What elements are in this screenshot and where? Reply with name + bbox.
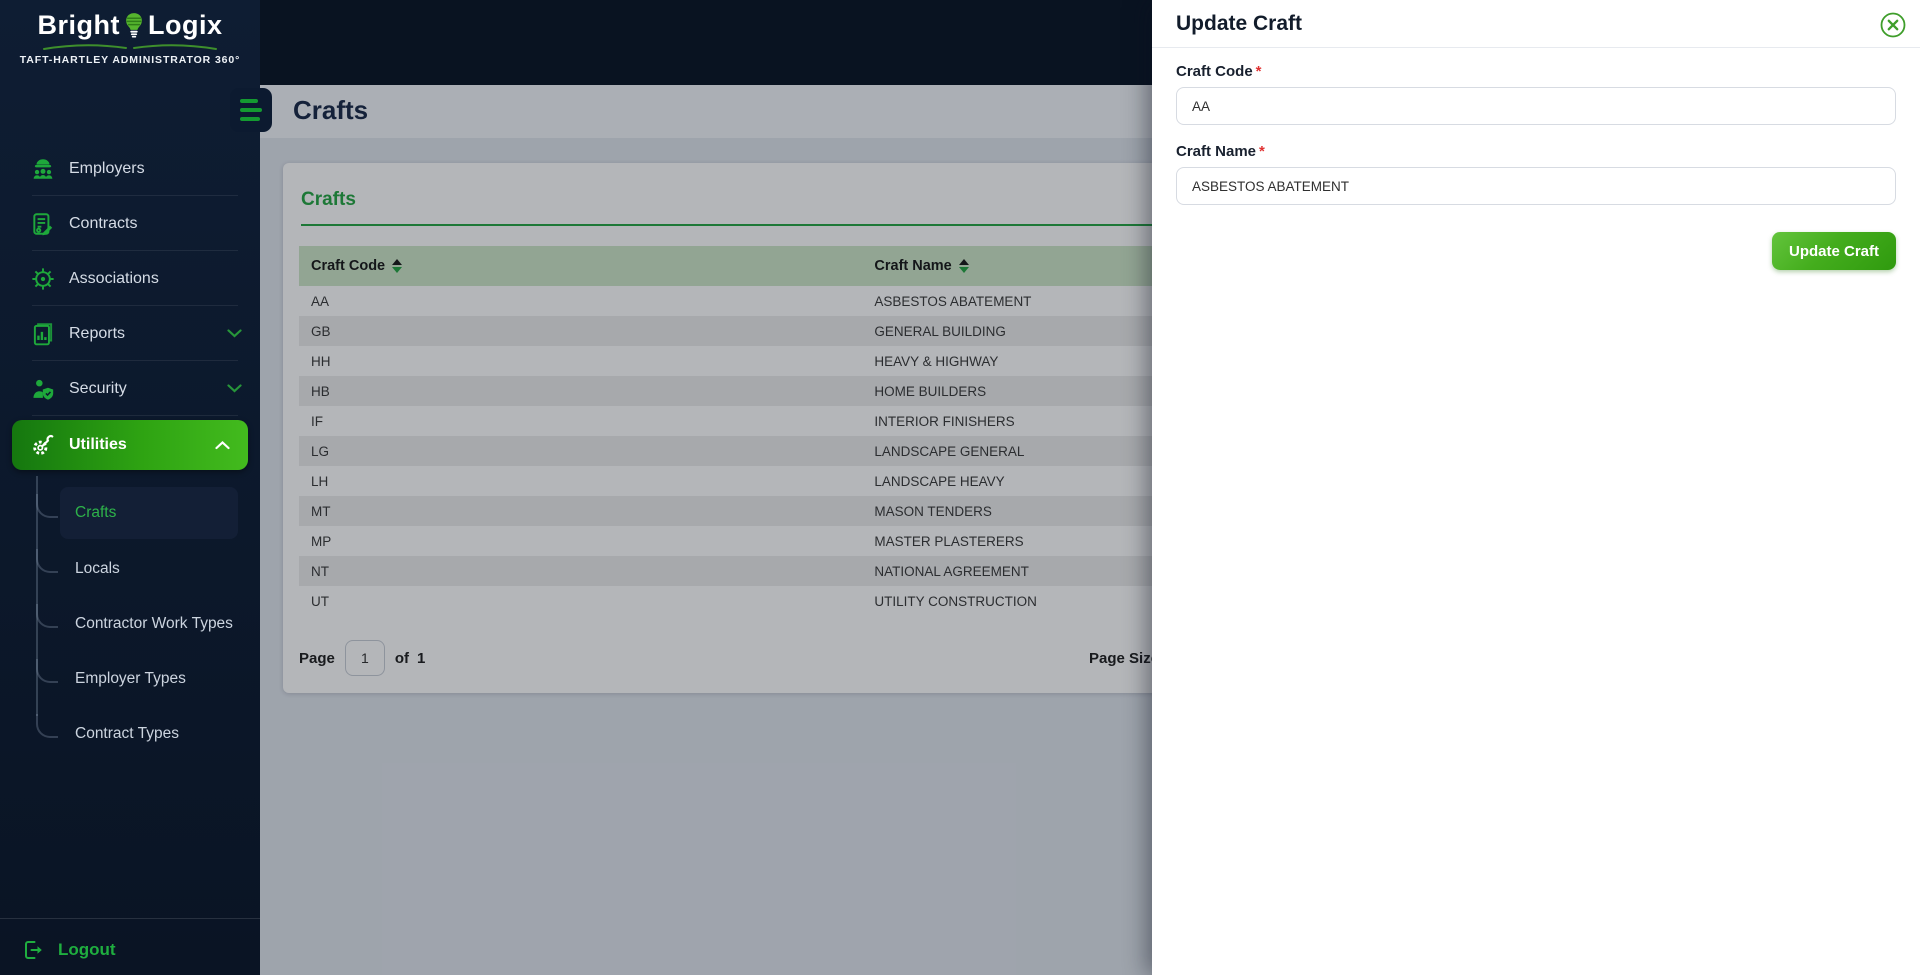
card-title: Crafts — [301, 189, 356, 210]
sidebar-footer-divider — [0, 918, 260, 919]
table-row[interactable]: LH LANDSCAPE HEAVY — [311, 473, 1005, 489]
logout-label: Logout — [58, 940, 116, 959]
page-label: Page — [299, 649, 335, 667]
logout-icon — [25, 941, 42, 959]
submenu-connector — [36, 604, 58, 628]
chevron-down-icon — [227, 384, 242, 393]
sidebar-item-security[interactable]: Security — [0, 361, 260, 416]
table-row[interactable]: HH HEAVY & HIGHWAY — [311, 353, 999, 369]
hamburger-menu-button[interactable] — [230, 88, 272, 132]
table-row[interactable]: UT UTILITY CONSTRUCTION — [311, 593, 1037, 609]
submenu-connector — [36, 494, 58, 518]
craft-name-field[interactable] — [1176, 167, 1896, 205]
craft-code-label: Craft Code * — [1176, 63, 1262, 80]
of-label: of — [394, 649, 410, 667]
required-asterisk: * — [1255, 63, 1262, 80]
chevron-up-icon — [215, 440, 230, 449]
sidebar-subitem-contractor-work-types[interactable]: Contractor Work Types — [75, 615, 233, 632]
drawer-body: Craft Code* Craft Name* Update Craft — [1152, 48, 1920, 270]
security-icon — [33, 379, 54, 400]
reports-icon — [33, 322, 53, 345]
submenu-connector — [36, 659, 58, 683]
table-row[interactable]: MP MASTER PLASTERERS — [311, 533, 1024, 549]
sidebar: Bright Logix TAFT-HARTLEY ADMINISTRATOR … — [0, 0, 260, 975]
associations-icon — [32, 267, 54, 290]
table-row[interactable]: IF INTERIOR FINISHERS — [311, 413, 1015, 429]
sidebar-item-contracts[interactable]: Contracts — [0, 196, 260, 251]
column-header-craft-code[interactable]: Craft Code — [299, 258, 862, 274]
employers-icon — [33, 158, 53, 179]
sidebar-item-utilities[interactable]: Utilities — [12, 420, 248, 470]
sidebar-item-reports[interactable]: Reports — [0, 306, 260, 361]
update-craft-drawer: Update Craft Craft Code* Craft Name* Upd… — [1152, 0, 1920, 975]
drawer-title: Update Craft — [1176, 11, 1303, 35]
chevron-down-icon — [227, 329, 242, 338]
logo-swoosh — [43, 44, 217, 50]
close-icon[interactable] — [1879, 11, 1907, 39]
lightbulb-icon — [126, 13, 142, 38]
craft-name-label: Craft Name * — [1176, 143, 1265, 160]
column-header-craft-name[interactable]: Craft Name — [862, 258, 1864, 274]
brand-name-left: Bright — [37, 10, 120, 40]
submenu-connector — [36, 549, 58, 573]
brand-logo: Bright Logix TAFT-HARTLEY ADMINISTRATOR … — [0, 0, 260, 66]
contracts-icon — [33, 212, 53, 235]
brand-name-right: Logix — [147, 10, 223, 40]
sidebar-subitem-locals[interactable]: Locals — [75, 560, 120, 577]
craft-code-field[interactable] — [1176, 87, 1896, 125]
required-asterisk: * — [1259, 143, 1265, 160]
brand-tagline: TAFT-HARTLEY ADMINISTRATOR 360° — [19, 54, 241, 66]
card-title-divider — [301, 224, 1862, 226]
submenu-tree-line — [36, 476, 38, 716]
sort-icon[interactable] — [958, 259, 969, 273]
utilities-icon — [33, 435, 54, 455]
sidebar-subitem-contract-types[interactable]: Contract Types — [75, 725, 179, 742]
update-craft-button[interactable]: Update Craft — [1771, 232, 1896, 270]
drawer-actions: Update Craft — [1176, 232, 1896, 270]
submenu-connector — [36, 714, 58, 738]
logout-button[interactable]: Logout — [0, 928, 260, 972]
hamburger-icon — [240, 99, 258, 103]
drawer-header: Update Craft — [1152, 0, 1920, 48]
table-row[interactable]: AA ASBESTOS ABATEMENT — [311, 293, 1032, 309]
sidebar-item-associations[interactable]: Associations — [0, 251, 260, 306]
page-title: Crafts — [293, 95, 369, 125]
total-pages: 1 — [417, 649, 426, 667]
sidebar-subitem-employer-types[interactable]: Employer Types — [75, 670, 186, 687]
sidebar-subitem-crafts[interactable]: Crafts — [60, 487, 238, 539]
sidebar-item-employers[interactable]: Employers — [0, 141, 260, 196]
page-size-label: Page Size: — [1089, 649, 1165, 667]
page-number-input[interactable] — [344, 640, 385, 676]
sort-icon[interactable] — [392, 259, 403, 273]
